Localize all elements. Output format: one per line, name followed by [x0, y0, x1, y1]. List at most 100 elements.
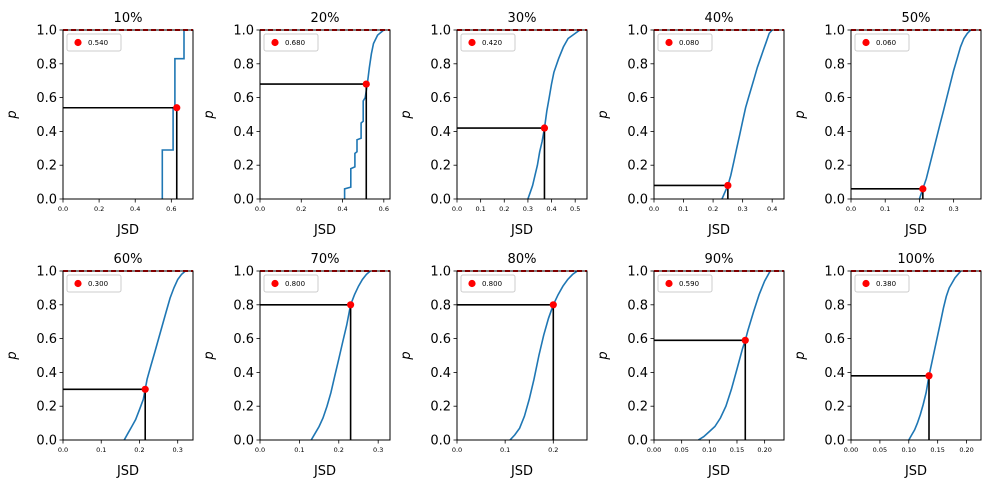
marker-point — [549, 301, 557, 309]
legend: 0.060 — [854, 33, 910, 52]
ecdf-curve — [527, 30, 581, 199]
y-axis-label: p — [399, 351, 414, 360]
y-tick-label: 0.2 — [36, 400, 57, 415]
x-tick-label: 0.15 — [730, 446, 744, 454]
marker-point — [540, 124, 549, 132]
legend-box — [854, 274, 910, 293]
legend-label: 0.060 — [876, 39, 896, 47]
ecdf-curve — [908, 271, 962, 440]
y-tick-label: 0.2 — [430, 159, 451, 174]
y-tick-label: 0.4 — [36, 366, 57, 381]
legend-box — [460, 33, 516, 52]
marker-point — [741, 336, 749, 344]
y-tick-label: 1.0 — [430, 24, 451, 39]
y-tick-label: 0.6 — [627, 332, 648, 347]
x-tick-label: 0.3 — [948, 205, 958, 213]
x-tick-label: 0.6 — [166, 205, 176, 213]
x-tick-label: 0.2 — [708, 205, 718, 213]
x-tick-label: 0.15 — [930, 446, 944, 454]
legend-marker — [665, 38, 673, 47]
y-tick-label: 0.2 — [824, 159, 845, 174]
x-axis-label: JSD — [707, 223, 730, 238]
y-tick-label: 0.8 — [824, 298, 845, 313]
y-tick-label: 1.0 — [36, 24, 57, 39]
legend-marker — [665, 279, 673, 288]
y-tick-label: 0.6 — [233, 332, 254, 347]
ecdf-curve — [123, 271, 186, 440]
x-tick-label: 0.05 — [674, 446, 688, 454]
y-axis-label: p — [202, 351, 217, 360]
y-axis-label: p — [5, 110, 20, 119]
y-tick-label: 0.2 — [430, 400, 451, 415]
x-tick-label: 0.3 — [373, 446, 383, 454]
y-tick-label: 0.6 — [36, 91, 57, 106]
y-axis-label: p — [793, 351, 808, 360]
y-tick-label: 0.0 — [233, 193, 254, 208]
legend-box — [263, 274, 319, 293]
y-tick-label: 0.6 — [233, 91, 254, 106]
marker-point — [347, 301, 355, 309]
subplot-8: 80% 0.0 0.1 0.2 0.0 0.2 0.4 0.6 0.8 1.0 JSD p 0.800 — [399, 252, 588, 479]
y-axis-label: p — [596, 351, 611, 360]
x-tick-label: 0.0 — [649, 205, 659, 213]
x-tick-label: 0.2 — [296, 205, 306, 213]
y-tick-label: 0.4 — [430, 125, 451, 140]
x-tick-label: 0.4 — [130, 205, 140, 213]
x-tick-label: 0.00 — [844, 446, 858, 454]
y-tick-label: 0.8 — [824, 57, 845, 72]
x-axis-label: JSD — [707, 464, 730, 479]
ecdf-curve — [509, 271, 578, 440]
y-axis-label: p — [596, 110, 611, 119]
subplot-title: 100% — [897, 252, 934, 267]
legend-box — [66, 33, 122, 52]
subplot-2: 20% 0.0 0.2 0.4 0.6 0.0 0.2 0.4 0.6 0.8 1.0 JSD p 0.6… — [202, 11, 391, 238]
legend: 0.080 — [657, 33, 713, 52]
y-tick-label: 1.0 — [627, 24, 648, 39]
y-tick-label: 0.4 — [824, 366, 845, 381]
x-axis-label: JSD — [510, 223, 533, 238]
y-tick-label: 0.6 — [36, 332, 57, 347]
x-tick-label: 0.5 — [570, 205, 580, 213]
legend-label: 0.420 — [482, 39, 502, 47]
legend-box — [460, 274, 516, 293]
subplot-10: 100% 0.00 0.05 0.10 0.15 0.20 0.0 0.2 0.4 0.6 0.8 1… — [793, 252, 982, 479]
legend-box — [263, 33, 319, 52]
axes-frame — [850, 29, 982, 200]
x-tick-label: 0.1 — [294, 446, 304, 454]
x-axis-label: JSD — [904, 223, 927, 238]
x-axis-label: JSD — [510, 464, 533, 479]
legend-box — [854, 33, 910, 52]
axes-frame — [259, 29, 391, 200]
x-tick-label: 0.0 — [255, 446, 265, 454]
axes-frame — [850, 270, 982, 441]
x-tick-label: 0.10 — [902, 446, 916, 454]
x-axis-label: JSD — [904, 464, 927, 479]
subplot-title: 80% — [508, 252, 537, 267]
y-tick-label: 1.0 — [430, 265, 451, 280]
x-tick-label: 0.1 — [475, 205, 485, 213]
x-axis-label: JSD — [116, 464, 139, 479]
axes-frame — [653, 270, 785, 441]
x-tick-label: 0.1 — [678, 205, 688, 213]
legend-label: 0.080 — [679, 39, 699, 47]
legend-label: 0.800 — [482, 280, 502, 288]
y-axis-label: p — [202, 110, 217, 119]
x-tick-label: 0.6 — [379, 205, 389, 213]
x-tick-label: 0.2 — [499, 205, 509, 213]
marker-point — [362, 80, 370, 88]
x-tick-label: 0.3 — [737, 205, 747, 213]
x-tick-label: 0.4 — [337, 205, 347, 213]
legend: 0.680 — [263, 33, 319, 52]
y-axis-label: p — [5, 351, 20, 360]
y-tick-label: 0.6 — [824, 91, 845, 106]
legend: 0.590 — [657, 274, 713, 293]
y-tick-label: 1.0 — [824, 265, 845, 280]
x-tick-label: 0.4 — [767, 205, 777, 213]
axes-frame — [259, 270, 391, 441]
legend-label: 0.380 — [876, 280, 896, 288]
marker-point — [173, 104, 181, 112]
x-axis-label: JSD — [313, 223, 336, 238]
y-tick-label: 0.8 — [430, 57, 451, 72]
axes-frame — [62, 29, 194, 200]
x-tick-label: 0.0 — [452, 446, 462, 454]
